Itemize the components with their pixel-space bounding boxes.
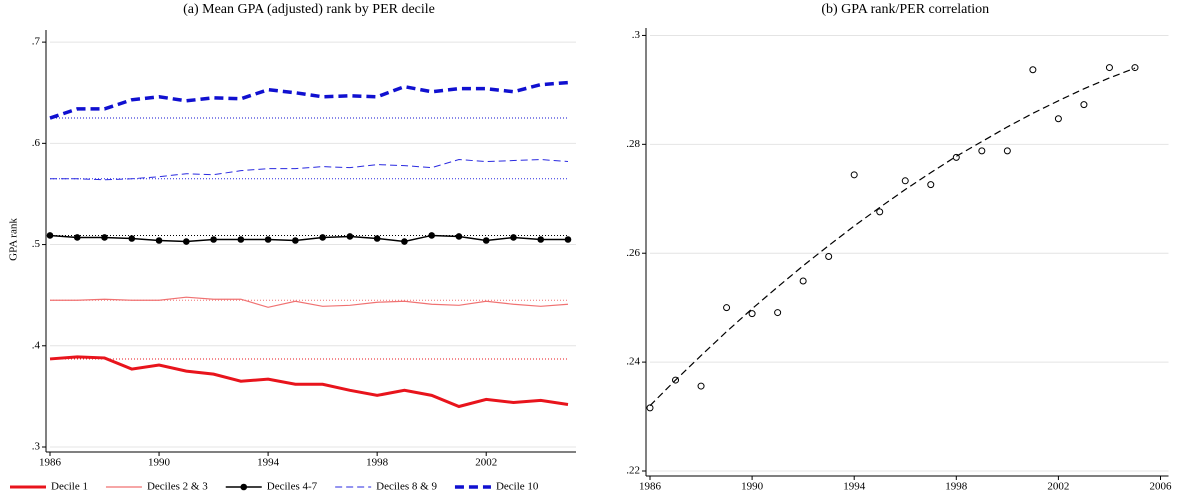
y-tick-label: .24 (626, 356, 640, 368)
legend-label: Deciles 4-7 (267, 481, 318, 493)
point (646, 404, 654, 412)
marker (455, 233, 463, 240)
point (850, 171, 858, 179)
marker (237, 236, 245, 243)
x-tick-label: 1986 (39, 457, 62, 469)
x-tick-label: 1994 (257, 457, 280, 469)
marker (155, 237, 163, 244)
chart-title: (b) GPA rank/PER correlation (821, 2, 989, 17)
legend-label: Deciles 8 & 9 (376, 481, 437, 493)
x-tick-label: 2002 (1047, 481, 1069, 493)
point (672, 376, 680, 384)
x-tick-label: 2006 (1150, 481, 1173, 493)
marker (292, 237, 299, 244)
point (978, 147, 986, 155)
marker (319, 234, 326, 241)
point (1105, 64, 1113, 72)
marker (183, 238, 190, 245)
y-tick-label: .3 (632, 29, 641, 41)
marker (46, 232, 54, 239)
point (748, 310, 756, 318)
y-tick-label: .7 (32, 36, 41, 48)
marker (510, 234, 517, 241)
x-tick-label: 1990 (741, 481, 764, 493)
marker (128, 235, 136, 242)
chart-title: (a) Mean GPA (adjusted) rank by PER deci… (183, 2, 435, 17)
x-tick-label: 1998 (366, 457, 389, 469)
x-tick-label: 2002 (475, 457, 497, 469)
point (876, 208, 884, 216)
point (774, 309, 782, 317)
fit-line (649, 67, 1136, 407)
y-tick-label: .22 (626, 465, 640, 477)
legend-marker (240, 483, 248, 491)
x-tick-label: 1990 (148, 457, 171, 469)
point (1029, 66, 1037, 74)
point (1054, 115, 1062, 123)
legend-label: Decile 1 (51, 481, 88, 493)
marker (346, 233, 354, 240)
marker (373, 235, 381, 242)
y-tick-label: .5 (32, 238, 41, 250)
x-tick-label: 1994 (843, 481, 866, 493)
y-axis-label: GPA rank (8, 218, 20, 261)
x-tick-label: 1986 (639, 481, 662, 493)
series-line (49, 234, 568, 243)
legend-label: Deciles 2 & 3 (147, 481, 208, 493)
point (901, 177, 909, 185)
point (1131, 64, 1139, 72)
series-line (49, 80, 569, 120)
y-tick-label: .26 (626, 247, 640, 259)
y-tick-label: .28 (626, 138, 640, 150)
y-tick-label: .4 (32, 339, 41, 351)
marker (564, 236, 572, 243)
marker (73, 234, 81, 241)
y-tick-label: .3 (32, 441, 41, 453)
marker (537, 236, 545, 243)
point (952, 153, 960, 161)
point (1003, 147, 1011, 155)
marker (264, 236, 272, 243)
marker (428, 232, 435, 239)
series-line (50, 296, 569, 308)
point (799, 277, 807, 285)
marker (401, 238, 408, 245)
point (1080, 101, 1088, 109)
point (927, 181, 935, 189)
series-line (50, 159, 569, 181)
point (825, 252, 833, 260)
point (697, 382, 705, 390)
marker (101, 234, 108, 241)
series-line (49, 355, 569, 409)
marker (210, 236, 217, 243)
marker (482, 237, 490, 244)
legend-label: Decile 10 (496, 481, 539, 493)
y-tick-label: .6 (32, 137, 41, 149)
x-tick-label: 1998 (945, 481, 968, 493)
point (723, 304, 731, 312)
